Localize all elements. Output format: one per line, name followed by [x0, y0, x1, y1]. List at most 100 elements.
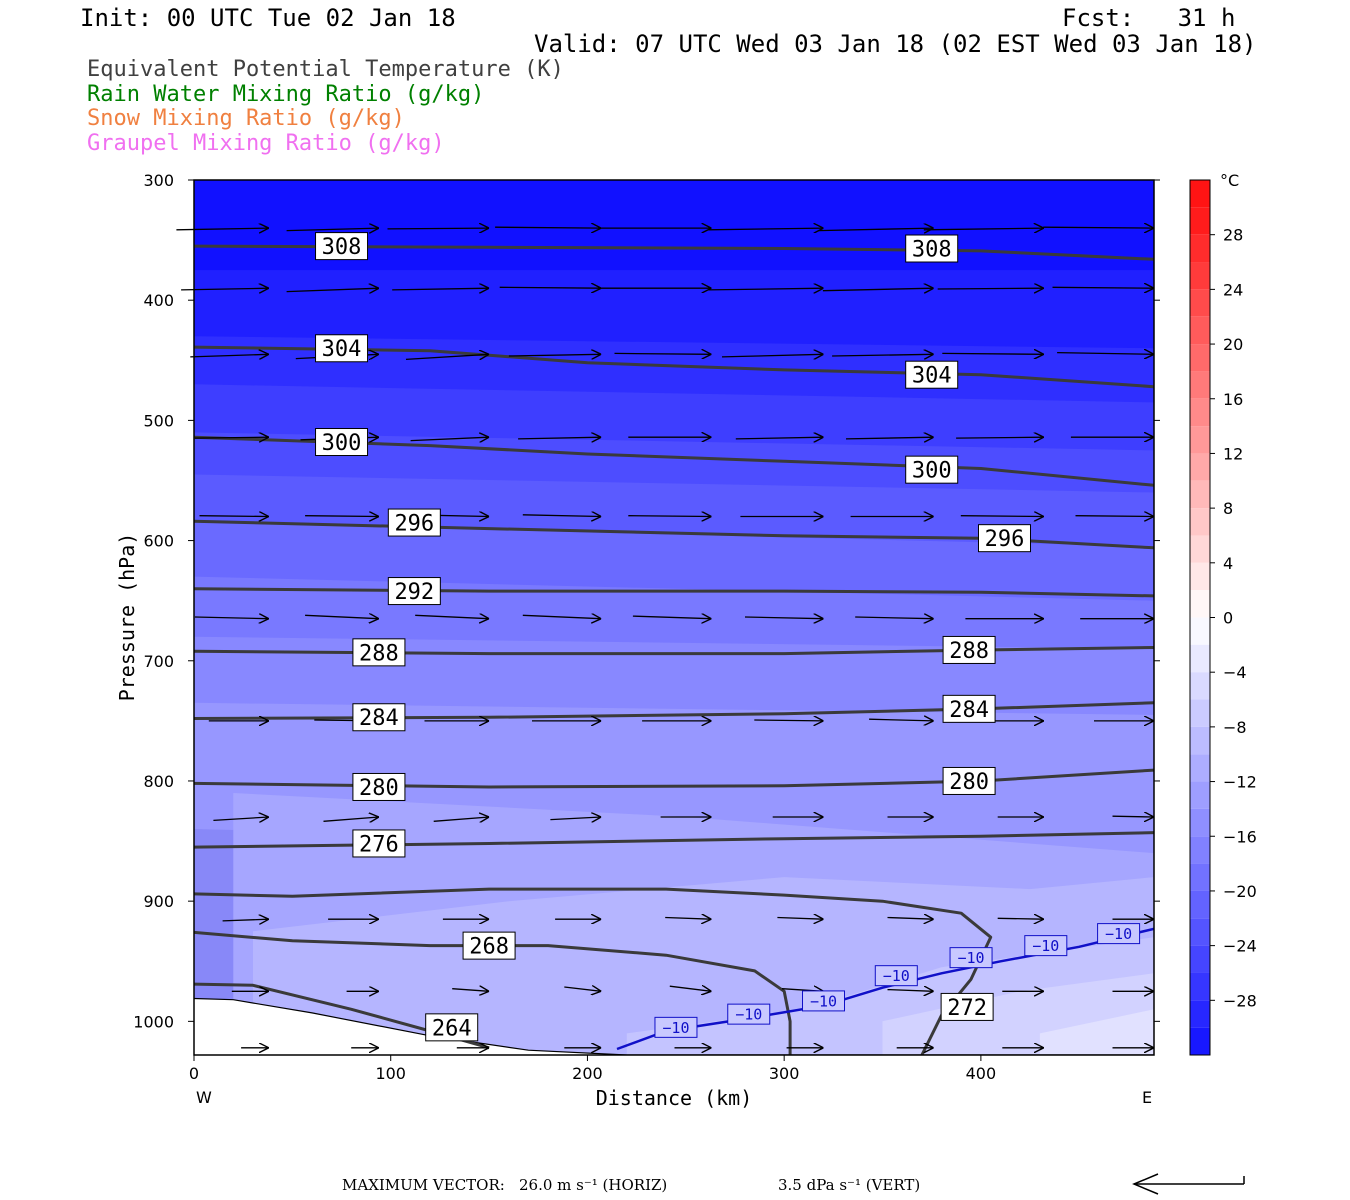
wind-arrow [305, 516, 379, 517]
isotherm-label: −10 [874, 965, 918, 987]
colorbar-segment [1190, 398, 1210, 427]
theta-e-label: 296 [977, 524, 1031, 553]
forecast-hour: Fcst: 31 h [1062, 4, 1236, 32]
theta-e-label-box [352, 638, 406, 667]
colorbar-label: −4 [1223, 663, 1247, 682]
colorbar-segment [1190, 289, 1210, 317]
theta-e-label-box [387, 508, 441, 537]
wind-arrow [754, 720, 823, 721]
wind-arrow [508, 354, 601, 356]
wind-arrow [708, 288, 823, 290]
wind-arrow [392, 288, 489, 290]
wind-vectors [176, 227, 1154, 1048]
y-tick-label: 900 [143, 892, 174, 911]
init-time: Init: 00 UTC Tue 02 Jan 18 [80, 4, 456, 32]
theta-e-label-text: 304 [322, 337, 362, 362]
wind-arrow [887, 990, 934, 992]
wind-arrow [194, 437, 269, 438]
theta-e-label-text: 292 [394, 580, 434, 605]
y-tick-label: 600 [143, 532, 174, 551]
isotherm-label-text: −10 [662, 1019, 689, 1037]
colorbar-segment [1190, 207, 1210, 235]
wind-arrow [721, 354, 824, 357]
colorbar-segment [1190, 726, 1210, 755]
isotherm-label-box [874, 965, 918, 987]
colorbar-label: −12 [1223, 773, 1257, 792]
wind-arrow [614, 353, 712, 354]
colorbar-segment [1190, 508, 1210, 536]
reference-vector-head [1132, 1173, 1159, 1195]
temperature-band [1039, 1009, 1154, 1055]
theta-e-label: 264 [425, 1013, 479, 1042]
y-axis-label: Pressure (hPa) [115, 533, 139, 702]
isotherm-label-box [949, 947, 993, 969]
theta-e-label-box [352, 772, 406, 801]
x-end-label-east: E [1142, 1088, 1152, 1107]
colorbar-segment [1190, 535, 1210, 563]
theta-e-label: 296 [387, 508, 441, 537]
colorbar-segment [1190, 754, 1210, 782]
wind-arrow [323, 817, 379, 821]
wind-arrow [387, 228, 490, 229]
theta-e-label-box [425, 1013, 479, 1042]
isotherm-label-text: −10 [883, 967, 910, 985]
wind-arrow [286, 228, 379, 231]
wind-arrow [632, 616, 712, 619]
y-tick-label: 300 [143, 171, 174, 190]
theta-e-label-box [462, 931, 516, 960]
theta-e-contour [194, 345, 1154, 389]
max-vector-label: MAXIMUM VECTOR: [342, 1176, 505, 1194]
colorbar-segment [1190, 234, 1210, 263]
legend-graupel: Graupel Mixing Ratio (g/kg) [87, 131, 445, 156]
colorbar-label: 8 [1223, 499, 1233, 518]
theta-e-label-box [942, 694, 996, 723]
colorbar: 28 24 20 16 12 8 4 0 −4 −8 −12 −16 −20 −24 −28 °C [1189, 171, 1257, 1056]
isotherm-label-box [1024, 935, 1068, 957]
theta-e-label-box [315, 334, 369, 363]
wind-arrow [410, 437, 490, 440]
wind-arrow [176, 228, 268, 230]
x-tick-label: 0 [189, 1064, 199, 1083]
wind-arrow [708, 228, 823, 230]
contour-labels: 308 308 304 304 300 300 296 296 292 288 288 284 284 2… [315, 232, 1141, 1042]
theta-e-label-text: 276 [359, 832, 399, 857]
isotherm-label-box [654, 1016, 698, 1038]
axes: 300 400 500 600 700 800 900 1000 0 100 200 300 400 W E… [115, 171, 1160, 1110]
isotherm-label-text: −10 [735, 1006, 762, 1024]
theta-e-label-box [315, 232, 369, 261]
theta-e-label-box [940, 992, 994, 1021]
wind-arrow [628, 516, 711, 517]
max-vector-horiz: 26.0 m s⁻¹ (HORIZ) [519, 1176, 668, 1194]
colorbar-segment [1190, 945, 1210, 973]
isotherm-label-text: −10 [958, 949, 985, 967]
colorbar-label: 12 [1223, 444, 1243, 463]
wind-arrow [869, 719, 934, 721]
theta-e-label-box [905, 455, 959, 484]
theta-e-label-text: 308 [912, 237, 952, 262]
colorbar-segment [1190, 836, 1210, 864]
theta-e-label-text: 268 [469, 935, 509, 960]
colorbar-segment [1190, 644, 1210, 673]
colorbar-segment [1190, 672, 1210, 700]
colorbar-unit: °C [1220, 171, 1239, 190]
theta-e-label: 300 [905, 455, 959, 484]
wind-arrow [181, 288, 269, 290]
wind-arrow [818, 228, 933, 231]
isotherm-label: −10 [1024, 935, 1068, 957]
theta-e-label-text: 300 [322, 431, 362, 456]
wind-arrow [222, 919, 269, 921]
theta-e-label: 280 [352, 772, 406, 801]
wind-arrow [194, 617, 269, 619]
colorbar-label: −28 [1223, 991, 1257, 1010]
colorbar-segment [1190, 371, 1210, 399]
colorbar-segment [1190, 453, 1210, 481]
theta-e-label-box [905, 234, 959, 263]
theta-e-label-box [942, 635, 996, 664]
colorbar-segment [1190, 262, 1210, 290]
theta-e-label: 300 [315, 428, 369, 457]
theta-e-label-text: 284 [949, 698, 989, 723]
colorbar-segment [1190, 781, 1210, 809]
colorbar-segment [1190, 344, 1210, 372]
isotherm-label-box [802, 990, 846, 1012]
theta-e-label: 308 [905, 234, 959, 263]
